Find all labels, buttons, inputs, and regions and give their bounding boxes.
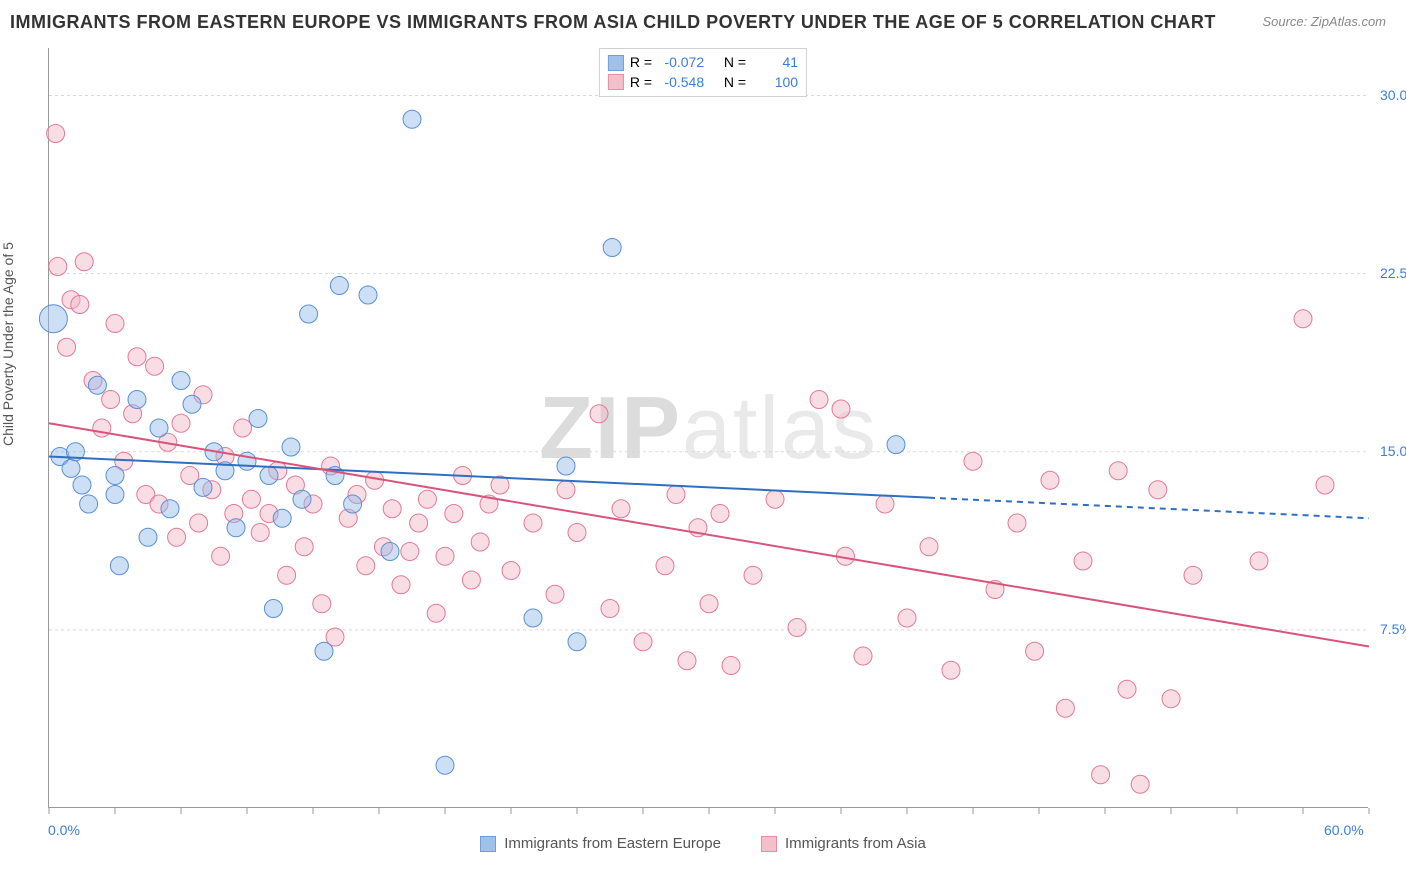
stat-N-label-1: N = [724, 73, 746, 93]
legend-swatch-1 [761, 836, 777, 852]
x-tick-label: 60.0% [1324, 822, 1364, 838]
bottom-legend: Immigrants from Eastern Europe Immigrant… [0, 835, 1406, 852]
legend-swatch-0 [480, 836, 496, 852]
chart-title: IMMIGRANTS FROM EASTERN EUROPE VS IMMIGR… [10, 12, 1216, 33]
x-tick-label: 0.0% [48, 822, 80, 838]
swatch-asia [608, 74, 624, 90]
swatch-eastern-europe [608, 55, 624, 71]
plot-svg [49, 48, 1368, 807]
legend-item-asia: Immigrants from Asia [761, 835, 926, 852]
legend-item-eastern-europe: Immigrants from Eastern Europe [480, 835, 721, 852]
legend-label-1: Immigrants from Asia [785, 835, 926, 852]
legend-label-0: Immigrants from Eastern Europe [504, 835, 721, 852]
stat-row-eastern-europe: R = -0.072 N = 41 [608, 53, 798, 73]
y-tick-label: 15.0% [1380, 443, 1406, 459]
y-axis-label: Child Poverty Under the Age of 5 [0, 242, 16, 446]
plot-area: ZIPatlas [48, 48, 1368, 808]
chart-container: IMMIGRANTS FROM EASTERN EUROPE VS IMMIGR… [0, 0, 1406, 892]
y-tick-label: 22.5% [1380, 265, 1406, 281]
stat-row-asia: R = -0.548 N = 100 [608, 73, 798, 93]
stat-R-label-1: R = [630, 73, 652, 93]
stat-N-value-1: 100 [752, 73, 798, 93]
y-tick-label: 30.0% [1380, 87, 1406, 103]
source-attribution: Source: ZipAtlas.com [1262, 14, 1386, 29]
correlation-stats-box: R = -0.072 N = 41 R = -0.548 N = 100 [599, 48, 807, 97]
stat-R-label: R = [630, 53, 652, 73]
stat-N-value-0: 41 [752, 53, 798, 73]
stat-N-label: N = [724, 53, 746, 73]
stat-R-value-0: -0.072 [658, 53, 704, 73]
stat-R-value-1: -0.548 [658, 73, 704, 93]
y-tick-label: 7.5% [1380, 621, 1406, 637]
